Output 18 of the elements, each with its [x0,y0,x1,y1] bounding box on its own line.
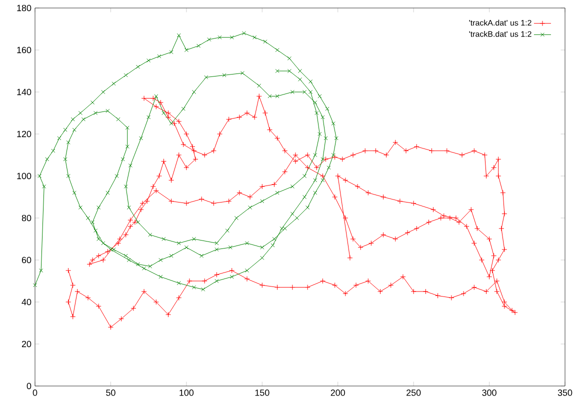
y-tick-label: 180 [17,4,32,12]
y-tick-label: 60 [22,256,32,264]
x-tick-label: 350 [558,390,572,396]
y-tick-label: 20 [22,340,32,348]
y-tick-label: 160 [17,46,32,54]
y-tick-label: 120 [17,130,32,138]
x-tick-label: 250 [406,390,421,396]
x-tick-label: 100 [180,390,194,396]
y-tick-label: 0 [26,382,32,390]
y-tick-label: 140 [17,88,32,96]
x-tick-label: 300 [482,390,496,396]
y-tick-label: 100 [17,172,32,180]
x-tick-label: 150 [255,390,270,396]
x-tick-label: 0 [32,390,38,396]
y-tick-label: 40 [22,298,32,306]
x-tick-label: 200 [330,390,345,396]
y-tick-label: 80 [22,214,32,222]
x-tick-label: 50 [106,390,116,396]
